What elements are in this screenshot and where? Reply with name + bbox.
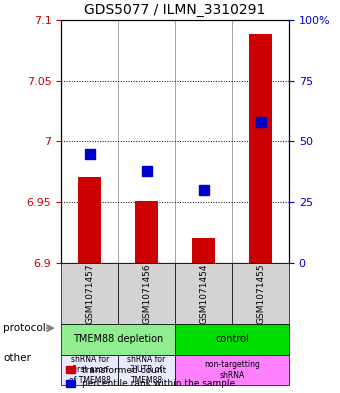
Legend: transformed count, percentile rank within the sample: transformed count, percentile rank withi…: [66, 366, 235, 389]
Title: GDS5077 / ILMN_3310291: GDS5077 / ILMN_3310291: [84, 3, 266, 17]
Text: control: control: [215, 334, 249, 344]
Text: non-targetting
shRNA: non-targetting shRNA: [204, 360, 260, 380]
FancyBboxPatch shape: [175, 354, 289, 385]
Bar: [249, 34, 272, 263]
Text: GSM1071454: GSM1071454: [199, 264, 208, 324]
FancyBboxPatch shape: [175, 263, 232, 324]
FancyBboxPatch shape: [61, 263, 118, 324]
Bar: [135, 201, 158, 263]
Text: shRNA for
first exon
of TMEM88: shRNA for first exon of TMEM88: [69, 355, 110, 385]
Text: GSM1071455: GSM1071455: [256, 263, 265, 324]
FancyBboxPatch shape: [175, 324, 289, 354]
FancyBboxPatch shape: [118, 263, 175, 324]
Bar: [192, 238, 215, 263]
Text: TMEM88 depletion: TMEM88 depletion: [73, 334, 163, 344]
Text: GSM1071456: GSM1071456: [142, 263, 151, 324]
FancyBboxPatch shape: [118, 354, 175, 385]
FancyBboxPatch shape: [61, 354, 118, 385]
Text: GSM1071457: GSM1071457: [85, 263, 94, 324]
Text: other: other: [3, 353, 31, 363]
Text: shRNA for
3'UTR of
TMEM88: shRNA for 3'UTR of TMEM88: [128, 355, 166, 385]
FancyBboxPatch shape: [232, 263, 289, 324]
Text: protocol: protocol: [3, 323, 46, 333]
Bar: [78, 177, 101, 263]
FancyBboxPatch shape: [61, 324, 175, 354]
